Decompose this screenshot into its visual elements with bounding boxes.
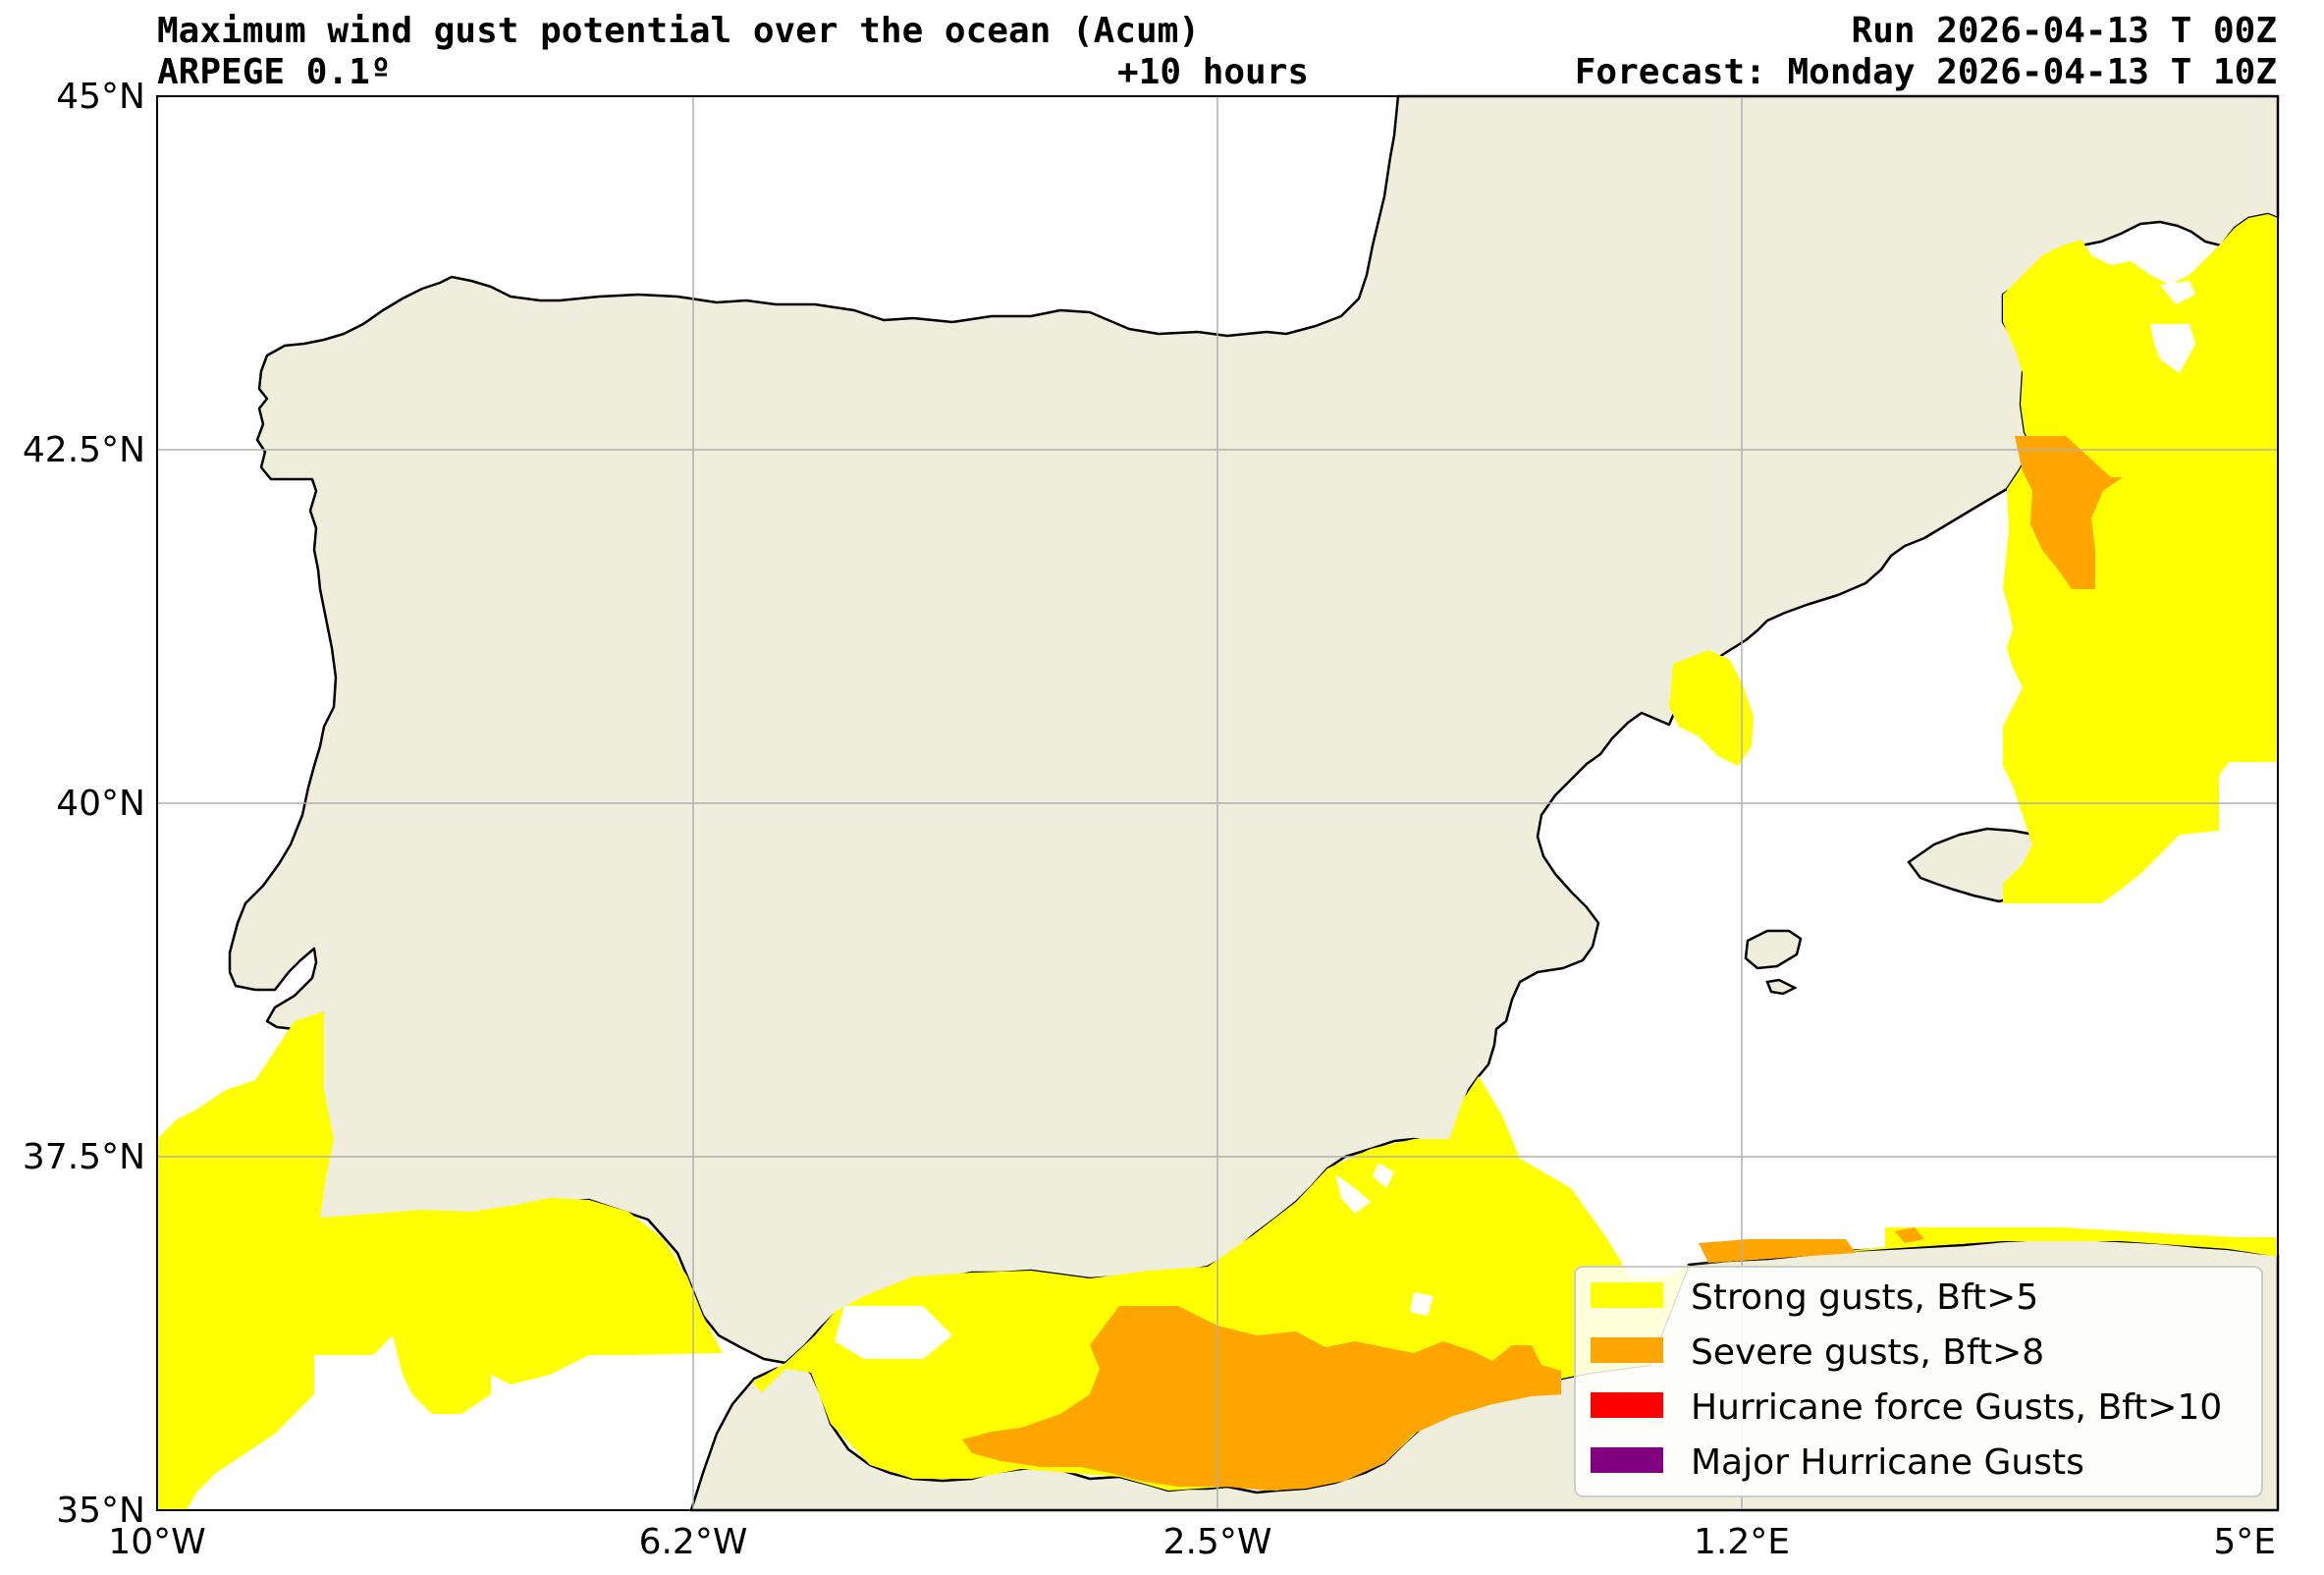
legend-swatch-major-hurricane — [1591, 1447, 1663, 1473]
legend-box — [1574, 1266, 2263, 1497]
severe-gusts-areas — [962, 436, 2123, 1491]
lat-tick-label: 37.5°N — [23, 1137, 145, 1177]
legend-label-severe: Severe gusts, Bft>8 — [1691, 1332, 2044, 1373]
lat-tick-label: 42.5°N — [23, 430, 145, 470]
lon-tick-label: 5°E — [2213, 1522, 2276, 1562]
lon-tick-label: 10°W — [108, 1522, 205, 1562]
legend-swatch-strong — [1591, 1282, 1663, 1308]
severe-gusts-algeria — [1699, 1239, 1856, 1263]
lat-tick-label: 35°N — [56, 1491, 145, 1531]
lat-tick-label: 45°N — [56, 77, 145, 117]
ibiza-land — [1744, 929, 1803, 970]
strong-gusts-valencia — [1669, 650, 1754, 766]
severe-gusts-gulf-of-lion — [2015, 436, 2123, 589]
map-frame — [156, 95, 2279, 1511]
legend: Strong gusts, Bft>5 Severe gusts, Bft>8 … — [1574, 1266, 2263, 1497]
lead-time-label: +10 hours — [1117, 52, 1310, 92]
lon-tick-label: 6.2°W — [639, 1522, 748, 1562]
formentera-land — [1765, 978, 1798, 996]
legend-swatch-hurricane — [1591, 1392, 1663, 1418]
strong-gusts-balearic — [2003, 214, 2278, 903]
clear-patches — [835, 281, 2195, 1359]
lon-tick-label: 1.2°E — [1694, 1522, 1790, 1562]
legend-label-strong: Strong gusts, Bft>5 — [1691, 1277, 2038, 1318]
lon-axis: 10°W 6.2°W 2.5°W 1.2°E 5°E — [108, 1522, 2276, 1562]
legend-label-hurricane: Hurricane force Gusts, Bft>10 — [1691, 1387, 2222, 1428]
forecast-label: Forecast: Monday 2026-04-13 T 10Z — [1574, 52, 2277, 92]
map-title: Maximum wind gust potential over the oce… — [157, 11, 1201, 51]
run-label: Run 2026-04-13 T 00Z — [1851, 11, 2277, 51]
legend-label-major-hurricane: Major Hurricane Gusts — [1691, 1442, 2084, 1483]
model-label: ARPEGE 0.1º — [157, 52, 392, 92]
gridlines — [157, 96, 2278, 1510]
lon-tick-label: 2.5°W — [1163, 1522, 1272, 1562]
lat-axis: 45°N 42.5°N 40°N 37.5°N 35°N — [23, 77, 145, 1531]
severe-gusts-alboran — [962, 1306, 1561, 1491]
legend-swatch-severe — [1591, 1337, 1663, 1363]
lat-tick-label: 40°N — [56, 784, 145, 824]
strong-gusts-atlantic — [157, 1011, 723, 1510]
